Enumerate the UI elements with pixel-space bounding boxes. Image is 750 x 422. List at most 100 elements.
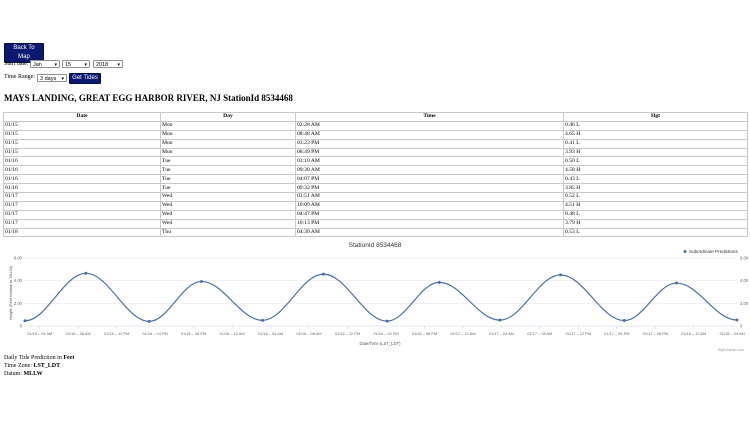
tide-chart: StationId 8534468 Subordinate Prediction… <box>8 242 749 352</box>
column-header-date: Date <box>3 112 161 122</box>
start-date-label: Start date: <box>4 61 29 67</box>
month-value: Jan <box>33 62 42 68</box>
table-row: 01/17 Wed 04:47 PM 0.48 L <box>3 209 748 220</box>
table-body: 01/15 Mon 02:28 AM 0.46 L 01/15 Mon 08:48 AM 4.… <box>3 120 748 238</box>
cell-time: 04:30 AM <box>295 227 564 238</box>
data-point <box>23 319 27 323</box>
footer-unit-value: Feet <box>63 355 75 361</box>
x-tick-label: 01/17 – 12 PM <box>566 331 591 336</box>
cell-time: 08:48 AM <box>295 129 564 140</box>
data-point <box>84 271 88 275</box>
cell-day: Tue <box>160 174 296 185</box>
data-point <box>437 280 441 284</box>
data-point <box>321 272 325 276</box>
cell-day: Wed <box>160 192 296 202</box>
table-row: 01/16 Tue 09:32 PM 3.85 H <box>3 183 748 194</box>
table-row: 01/18 Thu 04:30 AM 0.53 L <box>3 227 748 238</box>
chart-title: StationId 8534468 <box>349 242 402 249</box>
cell-date: 01/18 <box>3 227 161 238</box>
data-point <box>498 318 502 322</box>
chart-grid <box>25 257 737 327</box>
page-title: MAYS LANDING, GREAT EGG HARBOR RIVER, NJ… <box>4 93 293 103</box>
cell-time: 03:10 AM <box>295 156 564 167</box>
y-tick-label-right: 4.00 <box>740 278 749 283</box>
cell-time: 03:51 AM <box>295 192 564 202</box>
month-select[interactable]: Jan ▾ <box>30 60 60 68</box>
table-row: 01/17 Wed 03:51 AM 0.52 L <box>3 192 748 202</box>
y-tick-label-right: 0 <box>740 324 743 329</box>
cell-day: Tue <box>160 183 296 194</box>
column-header-day: Day <box>160 112 296 122</box>
cell-hgt: 3.79 H <box>563 218 748 229</box>
year-value: 2018 <box>96 62 109 68</box>
table-row: 01/15 Mon 08:49 PM 3.93 H <box>3 147 748 158</box>
column-header-hgt: Hgt <box>563 112 748 122</box>
y-tick-label-left: 0 <box>20 324 23 329</box>
cell-day: Mon <box>160 129 296 140</box>
cell-hgt: 4.51 H <box>563 200 748 211</box>
footer-timezone-line: Time Zone: LST_LDT <box>4 362 60 370</box>
cell-date: 01/17 <box>3 192 161 202</box>
table-row: 01/17 Wed 10:13 PM 3.79 H <box>3 218 748 229</box>
cell-time: 04:47 PM <box>295 209 564 220</box>
x-tick-label: 01/16 – 04 PM <box>373 331 398 336</box>
y-tick-label-left: 6.00 <box>14 256 23 261</box>
cell-time: 10:13 PM <box>295 218 564 229</box>
chevron-down-icon: ▾ <box>61 76 64 82</box>
cell-day: Mon <box>160 147 296 158</box>
cell-time: 09:32 PM <box>295 183 564 194</box>
cell-time: 02:28 AM <box>295 120 564 131</box>
table-row: 01/15 Mon 08:48 AM 4.65 H <box>3 129 748 140</box>
legend-marker <box>683 250 687 253</box>
footer-datum-line: Datum: MLLW <box>4 370 43 378</box>
cell-hgt: 0.41 L <box>563 138 748 149</box>
year-select[interactable]: 2018 ▾ <box>93 60 123 68</box>
chevron-down-icon: ▾ <box>54 62 57 68</box>
day-select[interactable]: 15 ▾ <box>62 60 90 68</box>
cell-day: Tue <box>160 156 296 167</box>
y-tick-label-right: 6.00 <box>740 256 749 261</box>
table-row: 01/17 Wed 10:09 AM 4.51 H <box>3 200 748 211</box>
footer-unit-prefix: Daily Tide Prediction in <box>4 355 64 361</box>
cell-hgt: 4.65 H <box>563 129 748 140</box>
cell-date: 01/16 <box>3 174 161 185</box>
x-tick-label: 01/17 – 04 AM <box>489 331 514 336</box>
table-row: 01/16 Tue 04:07 PM 0.43 L <box>3 174 748 185</box>
cell-hgt: 0.48 L <box>563 209 748 220</box>
table-row: 01/15 Mon 03:23 PM 0.41 L <box>3 138 748 149</box>
cell-hgt: 0.43 L <box>563 174 748 185</box>
x-tick-label: 01/15 – 12 PM <box>104 331 129 336</box>
data-point <box>199 279 203 283</box>
footer-datum-prefix: Datum: <box>4 371 24 377</box>
cell-hgt: 3.85 H <box>563 183 748 194</box>
cell-day: Tue <box>160 165 296 176</box>
cell-hgt: 0.50 L <box>563 156 748 167</box>
column-header-time: Time <box>295 112 564 122</box>
cell-day: Wed <box>160 209 296 220</box>
data-point <box>675 281 679 285</box>
back-to-map-button[interactable]: Back To Map <box>4 43 44 63</box>
x-tick-label: 01/16 – 08 AM <box>296 331 321 336</box>
time-range-label: Time Range: <box>4 74 35 80</box>
cell-date: 01/15 <box>3 147 161 158</box>
get-tides-button[interactable]: Get Tides <box>69 73 101 84</box>
cell-time: 10:09 AM <box>295 200 564 211</box>
x-tick-label: 01/15 – 08 AM <box>66 331 91 336</box>
data-point <box>735 318 739 322</box>
data-point <box>261 318 265 322</box>
cell-date: 01/16 <box>3 165 161 176</box>
y-axis-label: Height (Feet relative to MLLW) <box>8 265 13 320</box>
cell-day: Thu <box>160 227 296 238</box>
footer-unit-line: Daily Tide Prediction in Feet <box>4 354 74 362</box>
cell-hgt: 0.46 L <box>563 120 748 131</box>
legend-label: Subordinate Predictions <box>689 249 738 254</box>
time-range-value: 3 days <box>40 76 57 82</box>
time-range-select[interactable]: 3 days ▾ <box>37 74 67 82</box>
x-tick-label: 01/15 – 04 PM <box>142 331 167 336</box>
table-row: 01/15 Mon 02:28 AM 0.46 L <box>3 120 748 131</box>
table-row: 01/16 Tue 03:10 AM 0.50 L <box>3 156 748 167</box>
cell-date: 01/17 <box>3 218 161 229</box>
series-markers <box>23 271 739 323</box>
x-tick-label: 01/16 – 12 PM <box>335 331 360 336</box>
y-tick-label-right: 2.00 <box>740 301 749 306</box>
